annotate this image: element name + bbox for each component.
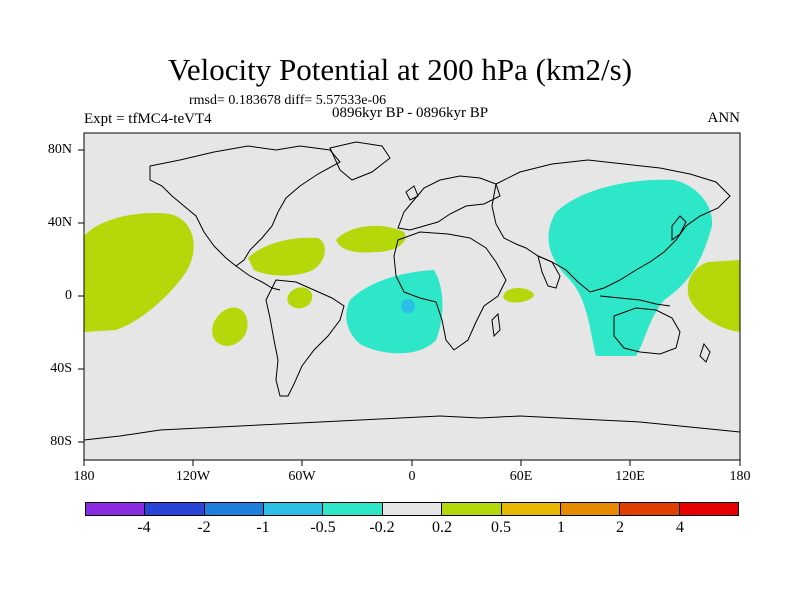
x-tick-label: 180 xyxy=(73,469,95,484)
colorbar xyxy=(85,502,739,516)
colorbar-box xyxy=(501,503,561,515)
coastline-indonesia xyxy=(599,295,671,307)
y-tick-label: 40N xyxy=(47,215,72,230)
colorbar-box xyxy=(560,503,621,515)
colorbar-box xyxy=(620,503,680,515)
colorbar-box xyxy=(323,503,383,515)
season-label: ANN xyxy=(707,110,741,126)
colorbar-label: 0.5 xyxy=(491,519,511,536)
coastline-greenland xyxy=(329,141,391,181)
coastline-asia xyxy=(491,159,731,293)
coastline-north-america xyxy=(149,145,341,267)
coastline-japan xyxy=(671,215,687,241)
colorbar-label: -2 xyxy=(197,519,211,536)
x-tick-label: 60W xyxy=(288,469,316,484)
coastline-australia xyxy=(613,307,681,355)
colorbar-box xyxy=(145,503,205,515)
negative-region-asia xyxy=(548,179,713,356)
map-title: Velocity Potential at 200 hPa (km2/s) xyxy=(167,52,633,87)
y-tick-marks xyxy=(78,149,84,443)
coastline-new-zealand xyxy=(699,342,711,363)
coastline-antarctica xyxy=(83,415,741,441)
colorbar-label: -4 xyxy=(137,519,151,536)
x-tick-label: 180 xyxy=(729,469,751,484)
period-label: 0896kyr BP - 0896kyr BP xyxy=(331,105,489,121)
colorbar-label: 0.2 xyxy=(432,519,452,536)
x-tick-label: 0 xyxy=(408,469,416,484)
coastline-europe xyxy=(397,175,501,231)
positive-region-west-pacific xyxy=(687,260,740,332)
colorbar-box xyxy=(679,503,738,515)
coastline-africa xyxy=(393,231,507,351)
positive-region-south-pacific xyxy=(212,307,248,346)
colorbar-label: -0.2 xyxy=(369,519,395,536)
positive-region-caribbean xyxy=(248,237,325,276)
x-tick-marks xyxy=(83,460,741,466)
colorbar-label: -0.5 xyxy=(310,519,336,536)
colorbar-box xyxy=(264,503,324,515)
coastline-madagascar xyxy=(491,312,501,338)
positive-region-amazon xyxy=(287,287,313,309)
y-tick-label: 0 xyxy=(65,288,72,303)
coastline-british-isles xyxy=(405,185,419,201)
y-tick-label: 40S xyxy=(50,361,72,376)
experiment-label: Expt = tfMC4-teVT4 xyxy=(84,111,212,127)
positive-region-indian xyxy=(503,288,534,303)
positive-region-atlantic-north xyxy=(336,225,406,253)
y-tick-label: 80S xyxy=(50,434,72,449)
colorbar-box xyxy=(442,503,502,515)
colorbar-label: 2 xyxy=(616,519,624,536)
colorbar-label: 1 xyxy=(557,519,565,536)
stats-text: rmsd= 0.183678 diff= 5.57533e-06 xyxy=(189,93,387,108)
negative-core-gulf-of-guinea xyxy=(401,299,415,313)
colorbar-box xyxy=(86,503,146,515)
colorbar-box xyxy=(204,503,265,515)
colorbar-label: -1 xyxy=(256,519,270,536)
x-tick-label: 120E xyxy=(615,469,645,484)
colorbar-box xyxy=(382,503,443,515)
x-tick-label: 120W xyxy=(175,469,211,484)
negative-region-africa-atlantic xyxy=(346,270,443,354)
colorbar-label: 4 xyxy=(676,519,684,536)
coastlines xyxy=(83,141,741,441)
positive-region-pacific-east xyxy=(84,212,194,332)
coastline-india xyxy=(537,255,561,289)
coastline-central-america xyxy=(235,265,281,291)
coastline-south-america xyxy=(265,279,345,397)
x-tick-label: 60E xyxy=(509,469,533,484)
y-tick-label: 80N xyxy=(47,142,72,157)
